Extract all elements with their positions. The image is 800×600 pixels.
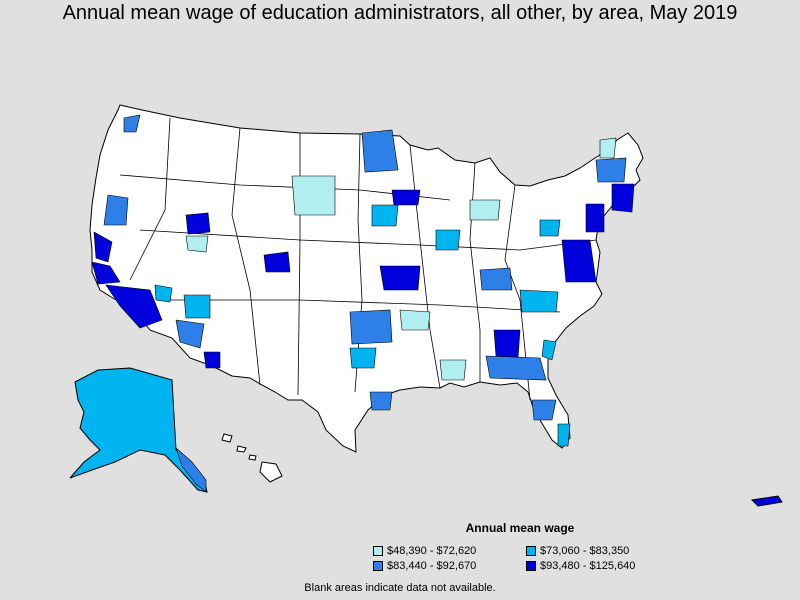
- map-title: Annual mean wage of education administra…: [62, 2, 738, 24]
- puerto-rico: [750, 495, 783, 507]
- colored-areas: [91, 114, 635, 447]
- legend-title: Annual mean wage: [465, 521, 575, 535]
- legend-label-3: $83,440 - $92,670: [387, 560, 477, 572]
- legend-item-1: $48,390 - $72,620: [373, 545, 476, 557]
- legend-label-2: $73,060 - $83,350: [540, 545, 630, 557]
- legend-item-4: $93,480 - $125,640: [526, 560, 635, 572]
- legend-label-4: $93,480 - $125,640: [540, 560, 636, 572]
- legend-label-1: $48,390 - $72,620: [387, 545, 477, 557]
- legend-swatch-1: [373, 546, 383, 556]
- legend-swatch-4: [526, 561, 536, 571]
- alaska-southeast: [175, 447, 207, 493]
- alaska: [69, 367, 208, 493]
- legend-swatch-3: [373, 561, 383, 571]
- blank-areas-note: Blank areas indicate data not available.: [304, 582, 496, 594]
- hawaii: [221, 433, 283, 483]
- legend-swatch-2: [526, 546, 536, 556]
- legend-item-3: $83,440 - $92,670: [373, 560, 476, 572]
- state-borders: [119, 117, 597, 401]
- legend-item-2: $73,060 - $83,350: [526, 545, 629, 557]
